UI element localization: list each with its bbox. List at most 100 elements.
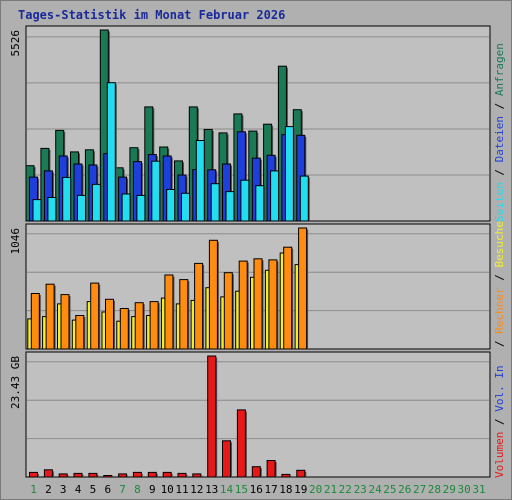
bar-volumen-day-8 <box>132 471 142 478</box>
legend-separator: / <box>493 169 506 176</box>
x-tick-label-day-29: 29 <box>443 483 456 496</box>
legend-separator <box>493 412 506 419</box>
bar-volumen-day-17 <box>266 460 276 478</box>
panel-max-label: 23.43 GB <box>9 356 22 409</box>
x-tick-label-day-28: 28 <box>428 483 441 496</box>
bar-seiten-day-5 <box>91 183 101 222</box>
bar-seiten-day-12 <box>195 140 205 222</box>
x-tick-label-day-21: 21 <box>324 483 337 496</box>
x-tick-label-day-19: 19 <box>294 483 307 496</box>
bar-volumen-day-18 <box>281 473 291 478</box>
legend-separator: / <box>493 340 506 347</box>
x-tick-label-day-23: 23 <box>354 483 367 496</box>
x-tick-label-day-22: 22 <box>339 483 352 496</box>
bar-rechner-day-18 <box>283 246 293 350</box>
bar-seiten-day-4 <box>77 194 86 222</box>
x-tick-label-day-15: 15 <box>235 483 248 496</box>
x-tick-label-day-3: 3 <box>60 483 67 496</box>
bar-seiten-day-6 <box>106 82 116 222</box>
bar-rechner-day-2 <box>45 283 55 350</box>
bar-rechner-day-16 <box>253 258 263 350</box>
bar-volumen-day-6 <box>103 475 113 478</box>
x-tick-label-day-4: 4 <box>75 483 82 496</box>
legend-entry-anfragen: Anfragen <box>493 43 506 96</box>
panel-hits: 5526 <box>9 25 491 222</box>
x-tick-label-day-17: 17 <box>264 483 277 496</box>
bar-volumen-day-12 <box>192 473 202 478</box>
bar-volumen-day-2 <box>43 469 53 478</box>
x-tick-label-day-9: 9 <box>149 483 156 496</box>
bar-volumen-day-11 <box>177 472 187 478</box>
legend-entry-rechner: Rechner <box>493 287 506 334</box>
bar-seiten-day-17 <box>270 170 280 222</box>
x-tick-label-day-12: 12 <box>190 483 203 496</box>
bar-volumen-day-14 <box>222 440 231 478</box>
legend-entry-in: Vol. In <box>493 365 506 411</box>
chart-title: Tages-Statistik im Monat Februar 2026 <box>18 8 285 22</box>
x-tick-label-day-6: 6 <box>104 483 111 496</box>
chart-panels: 5526 1046 23.43 GB <box>9 25 491 478</box>
legend-separator <box>493 176 506 183</box>
x-tick-label-day-18: 18 <box>279 483 292 496</box>
legend-separator <box>493 334 506 341</box>
bar-volumen-day-16 <box>251 466 261 478</box>
bar-rechner-day-9 <box>149 301 159 350</box>
x-tick-label-day-16: 16 <box>250 483 263 496</box>
legend-separator <box>493 96 506 103</box>
bar-rechner-day-19 <box>298 227 308 350</box>
x-tick-label-day-2: 2 <box>45 483 52 496</box>
chart-legends: Seiten / Dateien / Anfragen / Rechner / … <box>493 43 506 478</box>
bar-seiten-day-7 <box>121 193 131 222</box>
legend-separator <box>493 268 506 275</box>
bar-seiten-day-15 <box>240 179 250 222</box>
bar-seiten-day-2 <box>47 197 57 222</box>
bar-rechner-day-14 <box>223 272 233 350</box>
x-axis-labels: 1 2 3 4 5 6 7 8 9 10 11 12 13 14 15 16 17 18 19 20 21 22 23 24 2… <box>30 483 485 496</box>
bar-rechner-day-5 <box>90 282 100 350</box>
legend-separator: / <box>493 103 506 110</box>
x-tick-label-day-7: 7 <box>119 483 126 496</box>
bar-rechner-day-15 <box>238 260 248 350</box>
panel-volume: 23.43 GB <box>9 351 491 478</box>
bar-volumen-day-9 <box>147 471 157 478</box>
x-tick-label-day-5: 5 <box>90 483 97 496</box>
bar-rechner-day-1 <box>30 293 40 350</box>
bar-volumen-day-19 <box>296 469 306 478</box>
bar-seiten-day-16 <box>255 185 265 222</box>
legend-entry-dateien: Dateien <box>493 116 506 162</box>
legend-separator <box>493 425 506 432</box>
legend-panel-2: Volumen / Vol. In <box>493 365 506 478</box>
bar-volumen-day-1 <box>29 471 38 478</box>
bar-seiten-day-8 <box>136 194 146 222</box>
bar-rechner-day-7 <box>119 308 129 350</box>
bar-seiten-day-11 <box>181 192 190 222</box>
bar-volumen-day-3 <box>58 473 68 478</box>
x-tick-label-day-24: 24 <box>368 483 382 496</box>
bar-seiten-day-9 <box>151 160 161 222</box>
x-tick-label-day-14: 14 <box>220 483 234 496</box>
legend-separator <box>493 281 506 288</box>
bar-rechner-day-6 <box>105 298 114 350</box>
panel-max-label: 1046 <box>9 228 22 255</box>
legend-separator: / <box>493 274 506 281</box>
bar-volumen-day-7 <box>118 473 128 478</box>
bar-volumen-day-4 <box>73 472 83 478</box>
bar-rechner-day-10 <box>164 274 174 350</box>
x-tick-label-day-11: 11 <box>175 483 188 496</box>
x-tick-label-day-10: 10 <box>161 483 174 496</box>
legend-separator: / <box>493 418 506 425</box>
panel-max-label: 5526 <box>9 30 22 57</box>
bar-rechner-day-17 <box>268 259 278 350</box>
bar-seiten-day-1 <box>32 199 42 222</box>
bar-volumen-day-10 <box>162 471 172 478</box>
bar-volumen-day-5 <box>88 472 98 478</box>
bar-seiten-day-3 <box>62 176 72 222</box>
bar-seiten-day-14 <box>225 191 235 222</box>
bar-volumen-day-13 <box>207 355 217 478</box>
legend-panel-0: Seiten / Dateien / Anfragen <box>493 43 506 222</box>
x-tick-label-day-31: 31 <box>472 483 485 496</box>
bar-rechner-day-8 <box>134 302 144 350</box>
bar-seiten-day-13 <box>210 183 220 222</box>
bar-rechner-day-3 <box>60 294 70 350</box>
